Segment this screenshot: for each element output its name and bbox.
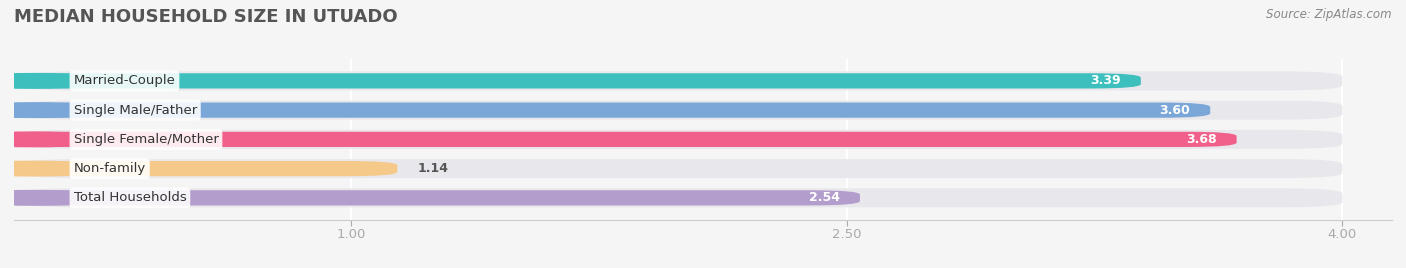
Text: Non-family: Non-family [73, 162, 146, 175]
Circle shape [0, 103, 117, 117]
Circle shape [0, 161, 117, 176]
Text: 1.14: 1.14 [418, 162, 449, 175]
Text: Source: ZipAtlas.com: Source: ZipAtlas.com [1267, 8, 1392, 21]
FancyBboxPatch shape [21, 130, 1343, 149]
Text: 3.39: 3.39 [1091, 75, 1121, 87]
FancyBboxPatch shape [21, 71, 1343, 90]
FancyBboxPatch shape [21, 132, 1237, 147]
Text: 3.60: 3.60 [1160, 104, 1191, 117]
Circle shape [0, 74, 117, 88]
Text: 3.68: 3.68 [1187, 133, 1216, 146]
FancyBboxPatch shape [21, 190, 860, 206]
Circle shape [0, 191, 117, 205]
Text: Single Male/Father: Single Male/Father [73, 104, 197, 117]
Text: MEDIAN HOUSEHOLD SIZE IN UTUADO: MEDIAN HOUSEHOLD SIZE IN UTUADO [14, 8, 398, 26]
FancyBboxPatch shape [21, 161, 398, 176]
FancyBboxPatch shape [21, 188, 1343, 207]
Text: Single Female/Mother: Single Female/Mother [73, 133, 218, 146]
Text: 2.54: 2.54 [808, 191, 841, 204]
FancyBboxPatch shape [21, 100, 1343, 120]
Circle shape [0, 132, 117, 147]
FancyBboxPatch shape [21, 159, 1343, 178]
Text: Total Households: Total Households [73, 191, 186, 204]
Text: Married-Couple: Married-Couple [73, 75, 176, 87]
FancyBboxPatch shape [21, 103, 1211, 118]
FancyBboxPatch shape [21, 73, 1140, 88]
